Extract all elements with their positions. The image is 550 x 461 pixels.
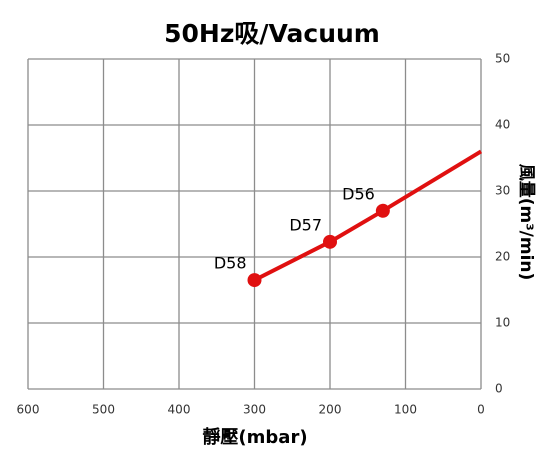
series-line <box>253 149 483 282</box>
y-tick-label: 20 <box>495 250 510 264</box>
y-tick-label: 0 <box>495 382 503 396</box>
x-tick-label: 600 <box>17 403 40 417</box>
x-tick-label: 100 <box>394 403 417 417</box>
data-label: D57 <box>289 215 322 234</box>
x-tick-label: 500 <box>92 403 115 417</box>
x-tick-label: 200 <box>319 403 342 417</box>
x-tick-label: 0 <box>477 403 485 417</box>
data-label: D56 <box>342 184 375 203</box>
x-tick-label: 400 <box>168 403 191 417</box>
x-tick-label: 300 <box>243 403 266 417</box>
data-point <box>247 273 262 288</box>
y-tick-label: 50 <box>495 52 510 66</box>
y-tick-label: 10 <box>495 316 510 330</box>
y-tick-label: 40 <box>495 118 510 132</box>
x-axis-label: 靜壓(mbar) <box>202 426 307 448</box>
y-tick-label: 30 <box>495 184 510 198</box>
chart-title: 50Hz吸/Vacuum <box>164 19 380 48</box>
data-label: D58 <box>214 254 247 273</box>
data-point <box>323 234 337 249</box>
data-point <box>375 203 390 218</box>
y-axis-label: 風量(m³/min) <box>516 164 537 281</box>
